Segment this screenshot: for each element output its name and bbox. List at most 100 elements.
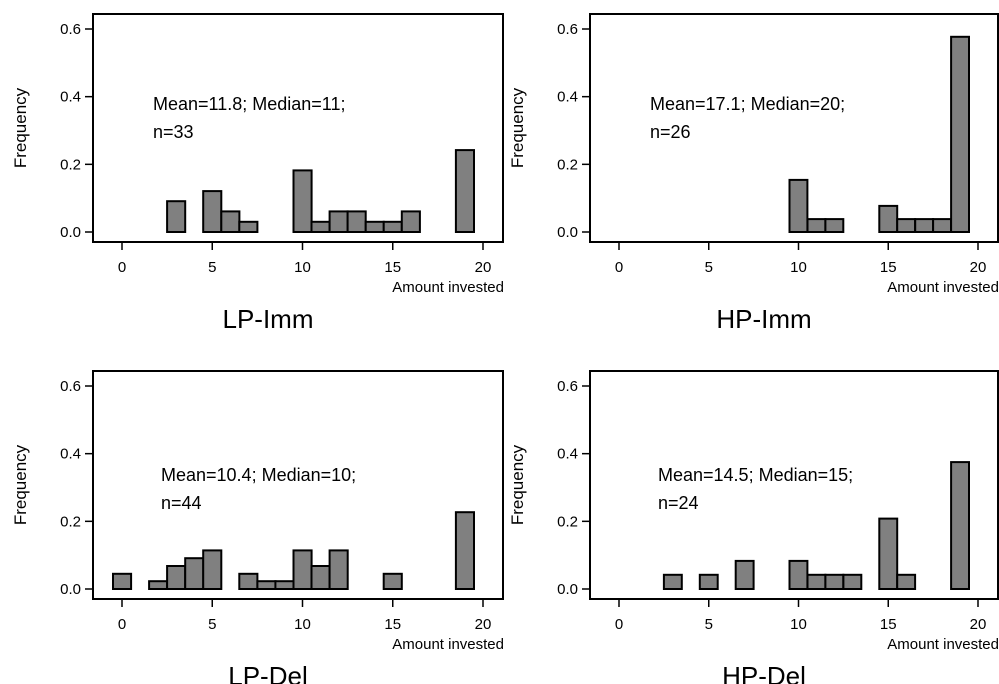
x-tick-label: 20 [970, 616, 987, 633]
bar [166, 200, 187, 233]
x-tick-label: 10 [790, 259, 807, 276]
plot-frame [92, 370, 504, 600]
stats-annotation: Mean=11.8; Median=11; [153, 94, 345, 114]
bar [400, 210, 421, 233]
bar [878, 204, 899, 233]
bar [256, 580, 277, 591]
y-tick-label: 0.2 [60, 513, 81, 530]
y-axis-label: Frequency [508, 87, 527, 168]
x-axis-label: Amount invested [392, 279, 504, 296]
bar [454, 149, 475, 234]
x-tick-label: 0 [118, 616, 126, 633]
x-tick-label: 0 [615, 259, 623, 276]
y-tick-label: 0.4 [557, 89, 578, 106]
bar [734, 559, 755, 591]
plot-frame [92, 13, 504, 243]
bar [274, 580, 295, 591]
y-tick-label: 0.6 [60, 21, 81, 38]
y-tick-label: 0.4 [60, 446, 81, 463]
x-tick-label: 5 [705, 259, 713, 276]
bar [292, 549, 313, 591]
bar [824, 573, 845, 590]
bar [698, 573, 719, 590]
bar [328, 549, 349, 591]
bar [824, 218, 845, 234]
y-tick-label: 0.6 [557, 21, 578, 38]
y-tick-label: 0.4 [60, 89, 81, 106]
y-tick-label: 0.2 [557, 513, 578, 530]
x-tick-label: 15 [880, 616, 897, 633]
bar [896, 573, 917, 590]
x-tick-label: 5 [705, 616, 713, 633]
y-axis-label: Frequency [508, 444, 527, 525]
y-tick-label: 0.6 [60, 378, 81, 395]
bar [220, 210, 241, 233]
bar [310, 220, 331, 234]
panel-hp-imm: 0.0 0.2 0.4 0.6 0 5 10 15 20 Frequency Amount inve… [508, 13, 999, 334]
stats-annotation: n=24 [658, 493, 699, 513]
bar [292, 169, 313, 233]
x-tick-label: 0 [615, 616, 623, 633]
y-tick-label: 0.2 [557, 156, 578, 173]
bar [202, 190, 223, 234]
y-axis-label: Frequency [11, 87, 30, 168]
x-tick-label: 20 [970, 259, 987, 276]
x-tick-label: 10 [790, 616, 807, 633]
bar [112, 572, 133, 590]
x-axis-label: Amount invested [887, 636, 999, 653]
x-tick-label: 20 [475, 616, 492, 633]
y-axis-label: Frequency [11, 444, 30, 525]
bar [382, 220, 403, 234]
bar [184, 557, 205, 591]
bar [662, 573, 683, 590]
x-tick-label: 15 [384, 616, 401, 633]
bar [878, 517, 899, 590]
bar [896, 218, 917, 234]
bar [950, 461, 970, 591]
plot-frame [589, 370, 999, 600]
stats-annotation: Mean=10.4; Median=10; [161, 465, 356, 485]
y-tick-label: 0.0 [60, 581, 81, 598]
panel-lp-imm: 0.0 0.2 0.4 0.6 0 5 10 15 20 Frequency Amount inve… [11, 13, 504, 334]
y-tick-label: 0.6 [557, 378, 578, 395]
x-tick-label: 10 [294, 616, 311, 633]
x-axis-label: Amount invested [887, 279, 999, 296]
y-tick-label: 0.4 [557, 446, 578, 463]
panel-title: HP-Del [722, 661, 806, 684]
x-tick-label: 10 [294, 259, 311, 276]
bar [806, 573, 827, 590]
bar [166, 565, 187, 590]
bar [788, 559, 809, 591]
bar [454, 511, 475, 591]
y-tick-label: 0.2 [60, 156, 81, 173]
y-tick-label: 0.0 [557, 224, 578, 241]
x-tick-label: 20 [475, 259, 492, 276]
bar [346, 210, 367, 233]
bar [148, 580, 169, 591]
bar [382, 572, 403, 590]
bar [202, 549, 223, 591]
x-tick-label: 5 [208, 616, 216, 633]
bar [328, 210, 349, 233]
stats-annotation: n=26 [650, 122, 691, 142]
stats-annotation: Mean=17.1; Median=20; [650, 94, 845, 114]
bar [310, 565, 331, 590]
y-tick-label: 0.0 [60, 224, 81, 241]
x-axis-label: Amount invested [392, 636, 504, 653]
bar [950, 35, 970, 233]
bar [238, 572, 259, 590]
panel-hp-del: 0.0 0.2 0.4 0.6 0 5 10 15 20 Frequency Amount inve… [508, 370, 999, 684]
bar [788, 178, 809, 233]
stats-annotation: Mean=14.5; Median=15; [658, 465, 853, 485]
bar [806, 218, 827, 234]
x-tick-label: 0 [118, 259, 126, 276]
y-tick-label: 0.0 [557, 581, 578, 598]
panel-title: HP-Imm [716, 304, 811, 334]
x-tick-label: 15 [880, 259, 897, 276]
x-tick-label: 15 [384, 259, 401, 276]
bar [932, 218, 952, 234]
stats-annotation: n=44 [161, 493, 202, 513]
plot-frame [589, 13, 999, 243]
bar [364, 220, 385, 234]
